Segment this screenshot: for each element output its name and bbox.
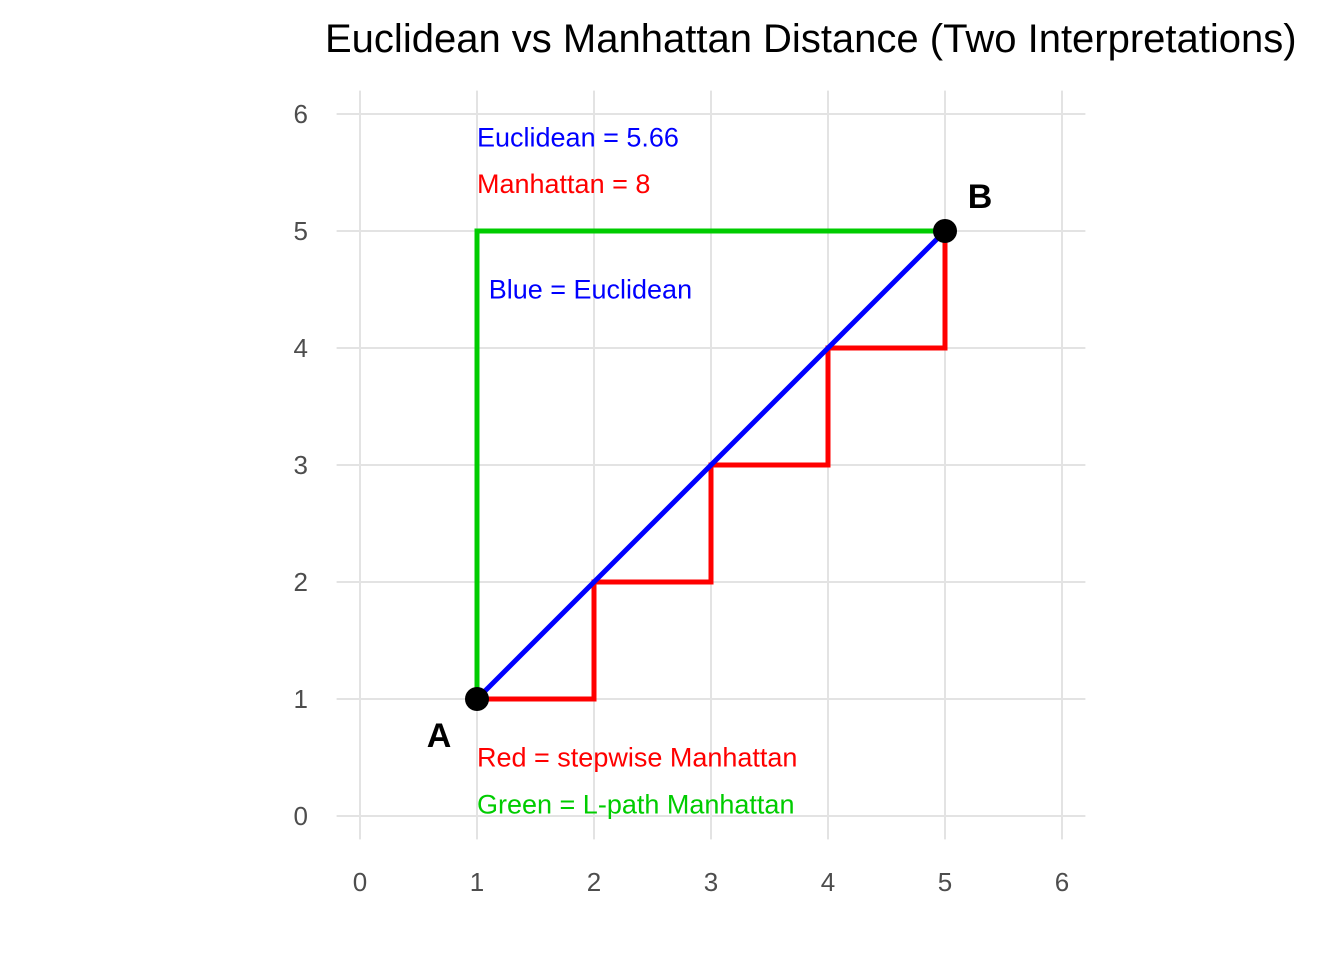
x-axis-ticks: 0 1 2 3 4 5 6 (353, 867, 1069, 897)
point-label-b: B (968, 178, 993, 216)
series-line-lpath (474, 228, 945, 699)
x-tick-label: 5 (938, 867, 952, 897)
series-lines (474, 228, 948, 702)
x-tick-label: 4 (821, 867, 835, 897)
point-a (465, 687, 489, 711)
y-tick-label: 6 (294, 99, 308, 129)
chart-title: Euclidean vs Manhattan Distance (Two Int… (325, 17, 1297, 61)
point-label-a: A (427, 717, 452, 755)
point-b (933, 219, 957, 243)
x-tick-label: 1 (470, 867, 484, 897)
annotation-text: Blue = Euclidean (489, 275, 692, 305)
x-tick-label: 6 (1055, 867, 1069, 897)
x-tick-label: 3 (704, 867, 718, 897)
x-tick-label: 2 (587, 867, 601, 897)
annotation-text: Green = L-path Manhattan (477, 789, 794, 819)
y-tick-label: 3 (294, 450, 308, 480)
points: AB (427, 178, 993, 755)
annotation-text: Red = stepwise Manhattan (477, 743, 797, 773)
annotations: Euclidean = 5.66 Manhattan = 8 Blue = Eucl… (477, 122, 797, 819)
x-tick-label: 0 (353, 867, 367, 897)
y-tick-label: 1 (294, 684, 308, 714)
y-axis-ticks: 0 1 2 3 4 5 6 (294, 99, 308, 831)
y-tick-label: 4 (294, 333, 308, 363)
annotation-text: Euclidean = 5.66 (477, 122, 679, 152)
y-tick-label: 2 (294, 567, 308, 597)
y-tick-label: 0 (294, 801, 308, 831)
annotation-text: Manhattan = 8 (477, 169, 650, 199)
y-tick-label: 5 (294, 216, 308, 246)
series-line-euclidean (475, 229, 947, 701)
